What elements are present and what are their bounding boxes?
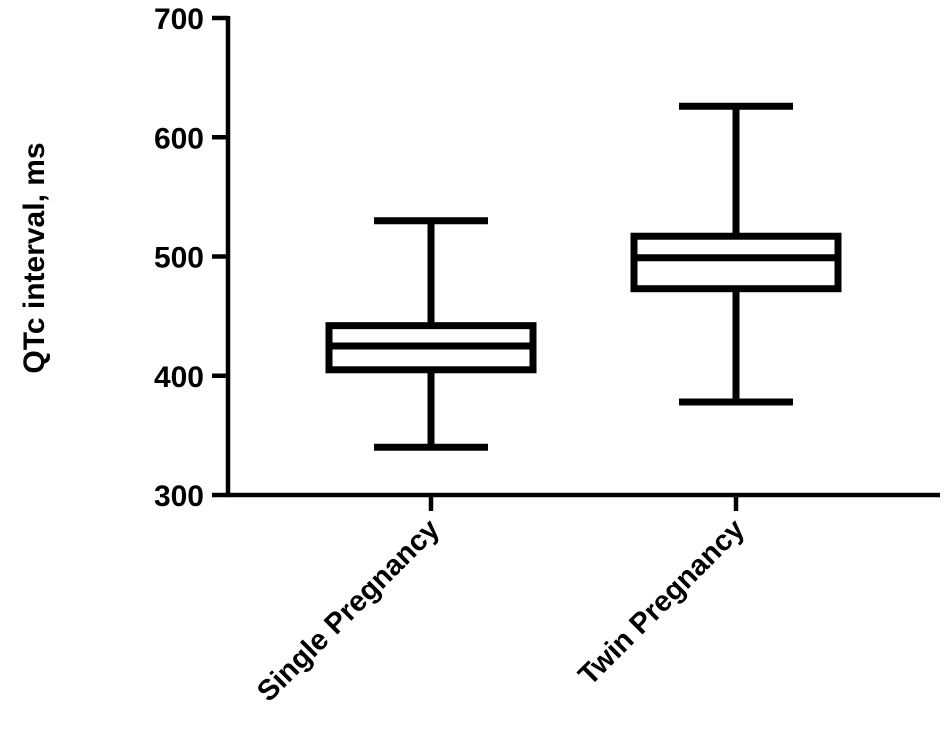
box-0 — [325, 217, 537, 451]
boxes-group — [325, 102, 842, 451]
y-tick-label-400: 400 — [154, 361, 204, 394]
x-axis: Single Pregnancy Twin Pregnancy — [226, 492, 940, 708]
x-category-label-0: Single Pregnancy — [251, 513, 446, 708]
y-axis: 300 400 500 600 700 — [154, 3, 231, 513]
x-category-label-1: Twin Pregnancy — [573, 513, 751, 691]
y-tick-label-500: 500 — [154, 242, 204, 275]
y-tick-label-300: 300 — [154, 480, 204, 513]
y-axis-title: QTc interval, ms — [18, 142, 51, 373]
y-tick-label-600: 600 — [154, 122, 204, 155]
y-tick-label-700: 700 — [154, 3, 204, 36]
iqr-box-1 — [630, 232, 842, 293]
box-1 — [630, 102, 842, 406]
